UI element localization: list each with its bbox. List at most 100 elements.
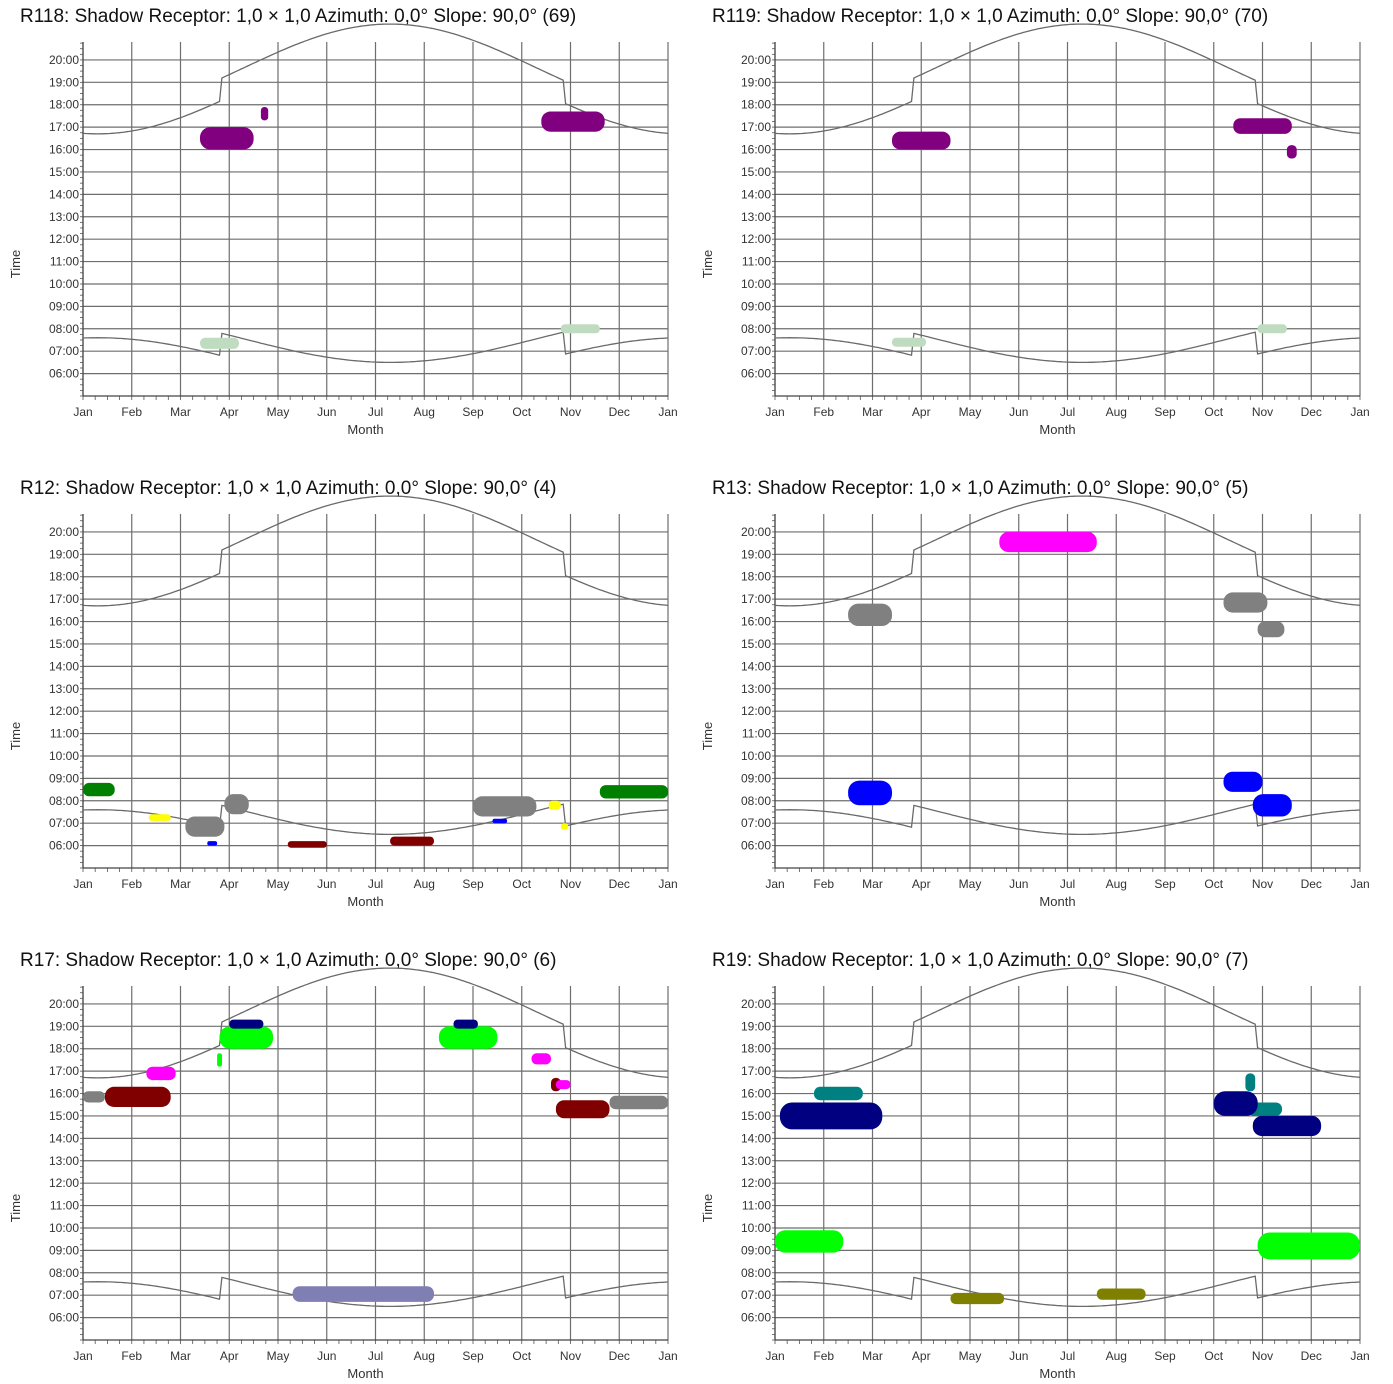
x-axis-label: Month (1039, 1366, 1075, 1381)
x-tick-label: Mar (170, 1349, 191, 1363)
x-tick-label: Feb (813, 877, 834, 891)
y-tick-label: 18:00 (49, 570, 79, 584)
y-tick-label: 19:00 (49, 547, 79, 561)
x-tick-label: Apr (220, 405, 239, 419)
x-tick-label: Mar (170, 405, 191, 419)
y-tick-label: 09:00 (49, 1243, 79, 1257)
shadow-region (780, 1103, 882, 1130)
x-tick-label: May (959, 877, 982, 891)
x-tick-label: Jun (1009, 405, 1028, 419)
shadow-region (848, 781, 892, 806)
y-tick-label: 20:00 (49, 53, 79, 67)
y-tick-label: 13:00 (741, 1154, 771, 1168)
shadow-region (999, 532, 1097, 552)
x-tick-label: Apr (912, 877, 931, 891)
y-tick-label: 19:00 (49, 1019, 79, 1033)
chart-title: R119: Shadow Receptor: 1,0 × 1,0 Azimuth… (712, 6, 1268, 27)
shadow-region (207, 841, 217, 846)
y-tick-label: 15:00 (741, 637, 771, 651)
x-tick-label: Jul (1060, 877, 1075, 891)
y-tick-label: 06:00 (49, 839, 79, 853)
shadow-region (814, 1087, 863, 1100)
chart-panel: R119: Shadow Receptor: 1,0 × 1,0 Azimuth… (700, 6, 1370, 437)
shadow-region (600, 785, 668, 798)
x-tick-label: Jun (317, 877, 336, 891)
x-tick-label: Aug (414, 405, 435, 419)
shadow-region (561, 324, 600, 333)
x-tick-label: Jul (368, 877, 383, 891)
x-tick-label: Aug (414, 877, 435, 891)
chart-title: R12: Shadow Receptor: 1,0 × 1,0 Azimuth:… (20, 478, 556, 499)
y-tick-label: 11:00 (50, 727, 79, 741)
y-tick-label: 13:00 (741, 682, 771, 696)
y-tick-label: 09:00 (741, 299, 771, 313)
x-tick-label: Oct (1204, 405, 1223, 419)
x-tick-label: Dec (609, 405, 630, 419)
y-tick-label: 18:00 (741, 570, 771, 584)
y-axis-label: Time (8, 250, 23, 278)
y-tick-label: 18:00 (741, 98, 771, 112)
x-tick-label: Nov (560, 877, 581, 891)
y-tick-label: 08:00 (741, 794, 771, 808)
x-tick-label: Feb (121, 1349, 142, 1363)
x-tick-label: Feb (121, 405, 142, 419)
x-tick-label: Feb (121, 877, 142, 891)
x-tick-label: Jun (317, 1349, 336, 1363)
shadow-region (1097, 1289, 1146, 1300)
x-tick-label: Aug (1106, 877, 1127, 891)
y-tick-label: 06:00 (741, 1311, 771, 1325)
x-axis-label: Month (347, 422, 383, 437)
x-tick-label: Dec (1301, 877, 1322, 891)
y-tick-label: 16:00 (741, 615, 771, 629)
shadow-region (1258, 324, 1287, 333)
y-tick-label: 06:00 (741, 367, 771, 381)
y-tick-label: 09:00 (741, 1243, 771, 1257)
shadow-region (848, 604, 892, 626)
x-tick-label: Sep (462, 405, 484, 419)
x-tick-label: May (959, 1349, 982, 1363)
shadow-region (1253, 1116, 1321, 1136)
y-tick-label: 16:00 (49, 615, 79, 629)
x-tick-label: May (267, 405, 290, 419)
x-tick-label: Jan (765, 405, 784, 419)
x-axis-label: Month (1039, 894, 1075, 909)
shadow-region (261, 107, 268, 120)
x-tick-label: Jan (658, 1349, 677, 1363)
x-tick-label: Aug (1106, 405, 1127, 419)
y-axis-label: Time (8, 1194, 23, 1222)
shadow-region (83, 1091, 105, 1102)
shadow-region (288, 841, 327, 848)
x-tick-label: Apr (220, 1349, 239, 1363)
y-tick-label: 15:00 (49, 1109, 79, 1123)
x-tick-label: Jan (1350, 405, 1369, 419)
x-tick-label: Jan (73, 1349, 92, 1363)
shadow-region (185, 817, 224, 837)
chart-title: R17: Shadow Receptor: 1,0 × 1,0 Azimuth:… (20, 950, 556, 971)
y-tick-label: 09:00 (49, 771, 79, 785)
x-tick-label: Aug (1106, 1349, 1127, 1363)
shadow-region (1258, 622, 1285, 638)
x-tick-label: May (959, 405, 982, 419)
y-tick-label: 12:00 (49, 232, 79, 246)
chart-title: R118: Shadow Receptor: 1,0 × 1,0 Azimuth… (20, 6, 576, 27)
x-tick-label: Mar (862, 877, 883, 891)
shadow-region (200, 338, 239, 349)
shadow-region (1224, 592, 1268, 612)
x-tick-label: Aug (414, 1349, 435, 1363)
y-tick-label: 17:00 (741, 592, 771, 606)
y-tick-label: 15:00 (49, 165, 79, 179)
x-tick-label: Nov (560, 405, 581, 419)
x-tick-label: Oct (1204, 877, 1223, 891)
y-tick-label: 16:00 (49, 143, 79, 157)
shadow-region (220, 1026, 274, 1048)
y-tick-label: 10:00 (49, 1221, 79, 1235)
x-tick-label: Apr (912, 1349, 931, 1363)
y-tick-label: 14:00 (49, 1131, 79, 1145)
y-tick-label: 18:00 (49, 1042, 79, 1056)
y-tick-label: 09:00 (49, 299, 79, 313)
shadow-region (146, 1067, 175, 1080)
y-axis-label: Time (700, 1194, 715, 1222)
y-tick-label: 16:00 (49, 1087, 79, 1101)
y-tick-label: 08:00 (49, 322, 79, 336)
y-tick-label: 07:00 (49, 816, 79, 830)
